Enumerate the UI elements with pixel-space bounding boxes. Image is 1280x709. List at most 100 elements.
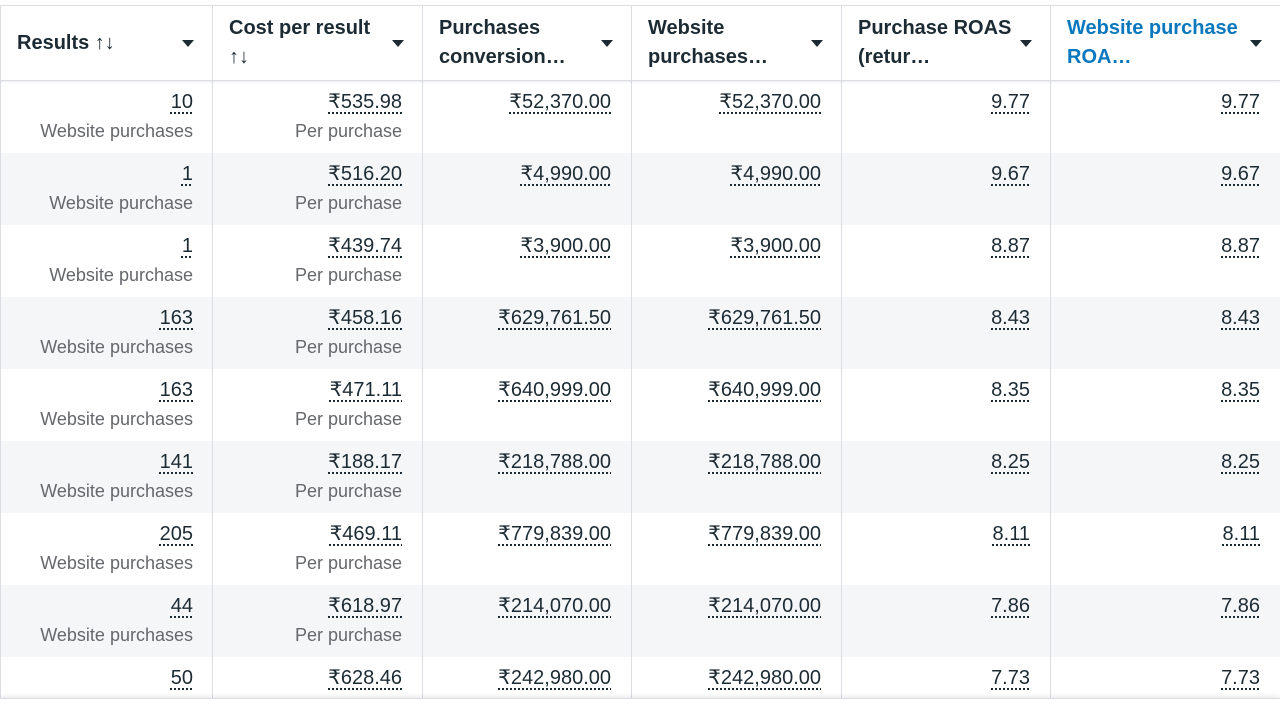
- column-header-results[interactable]: Results ↑↓: [0, 6, 213, 80]
- cell-value[interactable]: 7.86: [1221, 595, 1260, 617]
- cell-value[interactable]: 8.35: [991, 379, 1030, 401]
- cell-value[interactable]: 50: [170, 667, 193, 689]
- cell-value[interactable]: ₹218,788.00: [708, 451, 821, 473]
- cell-value[interactable]: ₹779,839.00: [498, 523, 611, 545]
- cell-value[interactable]: ₹535.98: [328, 91, 402, 113]
- column-header-cost-per-result[interactable]: Cost per result ↑↓: [213, 6, 423, 80]
- cell-website-purchases-conversion-value: ₹218,788.00: [632, 441, 842, 513]
- caret-down-icon[interactable]: [811, 39, 823, 47]
- column-header-label[interactable]: Cost per result ↑↓: [229, 17, 371, 68]
- cell-value[interactable]: ₹52,370.00: [509, 91, 611, 113]
- cell-value[interactable]: ₹471.11: [329, 379, 402, 401]
- cell-value[interactable]: ₹618.97: [328, 595, 402, 617]
- cell-value[interactable]: ₹3,900.00: [520, 235, 611, 257]
- column-header-label[interactable]: Purchase ROAS (retur…: [858, 17, 1012, 68]
- cell-value[interactable]: ₹640,999.00: [498, 379, 611, 401]
- cell-purchase-roas: 8.11: [842, 513, 1051, 585]
- cell-value[interactable]: 8.87: [1221, 235, 1260, 257]
- cell-value[interactable]: 8.35: [1221, 379, 1260, 401]
- column-header-label[interactable]: Purchases conversion…: [439, 17, 566, 68]
- column-header-purchase-roas[interactable]: Purchase ROAS (retur…: [842, 6, 1051, 80]
- cell-value[interactable]: 7.86: [991, 595, 1030, 617]
- cell-value[interactable]: 7.73: [1221, 667, 1260, 689]
- caret-down-icon[interactable]: [1250, 39, 1262, 47]
- cell-sublabel: Website purchases: [40, 553, 193, 573]
- cell-value[interactable]: 44: [170, 595, 193, 617]
- cell-purchase-roas: 7.86: [842, 585, 1051, 657]
- cell-value[interactable]: 8.11: [992, 523, 1030, 545]
- cell-value[interactable]: 9.77: [1221, 91, 1260, 113]
- table-row: 10 Website purchases ₹535.98 Per purchase ₹5…: [0, 81, 1280, 153]
- cell-purchases-conversion-value: ₹218,788.00: [423, 441, 632, 513]
- cell-sublabel: Per purchase: [294, 625, 402, 645]
- cell-value[interactable]: 7.73: [991, 667, 1030, 689]
- cell-value[interactable]: ₹469.11: [329, 523, 402, 545]
- cell-value[interactable]: ₹4,990.00: [730, 163, 821, 185]
- cell-value[interactable]: 8.25: [1221, 451, 1260, 473]
- cell-website-purchase-roas: 8.25: [1051, 441, 1280, 513]
- column-header-label[interactable]: Website purchases…: [648, 17, 769, 68]
- cell-value[interactable]: ₹218,788.00: [498, 451, 611, 473]
- cell-value[interactable]: ₹242,980.00: [498, 667, 611, 689]
- column-header-label[interactable]: Website purchase ROA…: [1067, 17, 1238, 68]
- cell-value[interactable]: ₹439.74: [328, 235, 402, 257]
- cell-sublabel: Per purchase: [294, 121, 402, 141]
- cell-value[interactable]: 141: [159, 451, 193, 473]
- cell-results: 1 Website purchase: [0, 153, 213, 225]
- cell-value[interactable]: ₹214,070.00: [498, 595, 611, 617]
- cell-value[interactable]: ₹3,900.00: [730, 235, 821, 257]
- caret-down-icon[interactable]: [1020, 39, 1032, 47]
- cell-value[interactable]: ₹214,070.00: [708, 595, 821, 617]
- cell-website-purchases-conversion-value: ₹629,761.50: [632, 297, 842, 369]
- table-row: 163 Website purchases ₹458.16 Per purchase ₹…: [0, 297, 1280, 369]
- column-header-website-purchases-conversion-value[interactable]: Website purchases…: [632, 6, 842, 80]
- column-header-website-purchase-roas[interactable]: Website purchase ROA…: [1051, 6, 1280, 80]
- cell-sublabel: Per purchase: [294, 337, 402, 357]
- caret-down-icon[interactable]: [392, 39, 404, 47]
- cell-value[interactable]: 1: [181, 163, 193, 185]
- cell-value[interactable]: ₹779,839.00: [708, 523, 821, 545]
- cell-purchases-conversion-value: ₹52,370.00: [423, 81, 632, 153]
- cell-value[interactable]: 10: [170, 91, 193, 113]
- cell-cost-per-result: ₹618.97 Per purchase: [213, 585, 423, 657]
- cell-value[interactable]: ₹4,990.00: [520, 163, 611, 185]
- cell-purchase-roas: 8.87: [842, 225, 1051, 297]
- cell-purchase-roas: 8.35: [842, 369, 1051, 441]
- cell-value[interactable]: 8.11: [1222, 523, 1260, 545]
- cell-value[interactable]: ₹640,999.00: [708, 379, 821, 401]
- cell-purchase-roas: 9.77: [842, 81, 1051, 153]
- table-row: 205 Website purchases ₹469.11 Per purchase ₹…: [0, 513, 1280, 585]
- cell-value[interactable]: ₹52,370.00: [719, 91, 821, 113]
- caret-down-icon[interactable]: [601, 39, 613, 47]
- cell-value[interactable]: 8.43: [1221, 307, 1260, 329]
- cell-value[interactable]: ₹242,980.00: [708, 667, 821, 689]
- cell-value[interactable]: 9.77: [991, 91, 1030, 113]
- cell-value[interactable]: 8.87: [991, 235, 1030, 257]
- caret-down-icon[interactable]: [182, 39, 194, 47]
- table-row: 1 Website purchase ₹516.20 Per purchase ₹4,9…: [0, 153, 1280, 225]
- cell-value[interactable]: ₹628.46: [328, 667, 402, 689]
- cell-value[interactable]: ₹629,761.50: [498, 307, 611, 329]
- cell-website-purchase-roas: 8.43: [1051, 297, 1280, 369]
- cell-value[interactable]: 9.67: [991, 163, 1030, 185]
- cell-value[interactable]: ₹629,761.50: [708, 307, 821, 329]
- cell-value[interactable]: 163: [159, 379, 193, 401]
- cell-value[interactable]: 163: [159, 307, 193, 329]
- cell-website-purchases-conversion-value: ₹3,900.00: [632, 225, 842, 297]
- cell-value[interactable]: ₹188.17: [328, 451, 402, 473]
- cell-value[interactable]: 205: [159, 523, 193, 545]
- cell-results: 44 Website purchases: [0, 585, 213, 657]
- column-header-label[interactable]: Results ↑↓: [17, 31, 115, 54]
- table-row: 163 Website purchases ₹471.11 Per purchase ₹…: [0, 369, 1280, 441]
- cell-value[interactable]: ₹516.20: [328, 163, 402, 185]
- cell-value[interactable]: 8.25: [991, 451, 1030, 473]
- cell-website-purchase-roas: 8.87: [1051, 225, 1280, 297]
- cell-website-purchases-conversion-value: ₹214,070.00: [632, 585, 842, 657]
- cell-value[interactable]: 8.43: [991, 307, 1030, 329]
- cell-value[interactable]: 1: [181, 235, 193, 257]
- cell-value[interactable]: 9.67: [1221, 163, 1260, 185]
- cell-value[interactable]: ₹458.16: [328, 307, 402, 329]
- column-header-purchases-conversion-value[interactable]: Purchases conversion…: [423, 6, 632, 80]
- cell-website-purchase-roas: 7.73: [1051, 657, 1280, 699]
- cell-results: 205 Website purchases: [0, 513, 213, 585]
